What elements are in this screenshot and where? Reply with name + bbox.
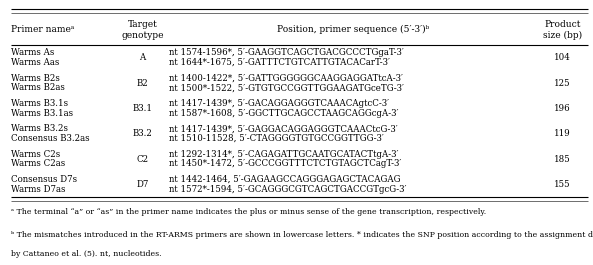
Text: nt 1587*-1608, 5′-GGCTTGCAGCCTAAGCAGGcgA-3′: nt 1587*-1608, 5′-GGCTTGCAGCCTAAGCAGGcgA… bbox=[169, 109, 398, 118]
Text: 119: 119 bbox=[554, 129, 571, 138]
Text: 155: 155 bbox=[554, 180, 571, 189]
Text: A: A bbox=[139, 53, 145, 62]
Text: Position, primer sequence (5′-3′)ᵇ: Position, primer sequence (5′-3′)ᵇ bbox=[277, 25, 429, 34]
Text: nt 1442-1464, 5′-GAGAAGCCAGGGAGAGCTACAGAG: nt 1442-1464, 5′-GAGAAGCCAGGGAGAGCTACAGA… bbox=[169, 175, 400, 184]
Text: Warms C2as: Warms C2as bbox=[11, 160, 65, 168]
Text: Consensus B3.2as: Consensus B3.2as bbox=[11, 134, 90, 143]
Text: B2: B2 bbox=[136, 79, 148, 88]
Text: nt 1292-1314*, 5′-CAGAGATTGCAATGCATACTtgA-3′: nt 1292-1314*, 5′-CAGAGATTGCAATGCATACTtg… bbox=[169, 150, 398, 159]
Text: B3.2: B3.2 bbox=[132, 129, 152, 138]
Text: Warms B2as: Warms B2as bbox=[11, 83, 65, 92]
Text: Primer nameᵃ: Primer nameᵃ bbox=[11, 25, 74, 34]
Text: nt 1572*-1594, 5′-GCAGGGCGTCAGCTGACCGTgcG-3′: nt 1572*-1594, 5′-GCAGGGCGTCAGCTGACCGTgc… bbox=[169, 185, 407, 194]
Text: nt 1417-1439*, 5′-GACAGGAGGGTCAAACAgtcC-3′: nt 1417-1439*, 5′-GACAGGAGGGTCAAACAgtcC-… bbox=[169, 99, 389, 108]
Text: Warms B2s: Warms B2s bbox=[11, 74, 59, 83]
Text: 185: 185 bbox=[554, 155, 571, 164]
Text: Target
genotype: Target genotype bbox=[121, 20, 164, 39]
Text: C2: C2 bbox=[136, 155, 148, 164]
Text: nt 1417-1439*, 5′-GAGGACAGGAGGGTCAAACtcG-3′: nt 1417-1439*, 5′-GAGGACAGGAGGGTCAAACtcG… bbox=[169, 124, 398, 133]
Text: Consensus D7s: Consensus D7s bbox=[11, 175, 77, 184]
Text: 125: 125 bbox=[554, 79, 571, 88]
Text: D7: D7 bbox=[136, 180, 148, 189]
Text: nt 1574-1596*, 5′-GAAGGTCAGCTGACGCCCTGgaT-3′: nt 1574-1596*, 5′-GAAGGTCAGCTGACGCCCTGga… bbox=[169, 48, 404, 57]
Text: nt 1450*-1472, 5′-GCCCGGTTTCTCTGTAGCTCagT-3′: nt 1450*-1472, 5′-GCCCGGTTTCTCTGTAGCTCag… bbox=[169, 160, 401, 168]
Text: Warms B3.1s: Warms B3.1s bbox=[11, 99, 68, 108]
Text: Warms B3.1as: Warms B3.1as bbox=[11, 109, 73, 118]
Text: ᵃ The terminal “a” or “as” in the primer name indicates the plus or minus sense : ᵃ The terminal “a” or “as” in the primer… bbox=[11, 208, 486, 216]
Text: 104: 104 bbox=[554, 53, 571, 62]
Text: Warms B3.2s: Warms B3.2s bbox=[11, 124, 68, 133]
Text: nt 1400-1422*, 5′-GATTGGGGGGCAAGGAGGATtcA-3′: nt 1400-1422*, 5′-GATTGGGGGGCAAGGAGGATtc… bbox=[169, 74, 403, 83]
Text: nt 1500*-1522, 5′-GTGTGCCGGTTGGAAGATGceTG-3′: nt 1500*-1522, 5′-GTGTGCCGGTTGGAAGATGceT… bbox=[169, 83, 404, 92]
Text: by Cattaneo et al. (5). nt, nucleotides.: by Cattaneo et al. (5). nt, nucleotides. bbox=[11, 250, 161, 258]
Text: Warms Aas: Warms Aas bbox=[11, 58, 59, 67]
Text: 196: 196 bbox=[554, 104, 571, 113]
Text: Product
size (bp): Product size (bp) bbox=[543, 20, 582, 39]
Text: ᵇ The mismatches introduced in the RT-ARMS primers are shown in lowercase letter: ᵇ The mismatches introduced in the RT-AR… bbox=[11, 231, 593, 239]
Text: Warms D7as: Warms D7as bbox=[11, 185, 65, 194]
Text: B3.1: B3.1 bbox=[132, 104, 152, 113]
Text: Warms As: Warms As bbox=[11, 48, 54, 57]
Text: Warms C2s: Warms C2s bbox=[11, 150, 60, 159]
Text: nt 1644*-1675, 5′-GATTTCTGTCATTGTACACarT-3′: nt 1644*-1675, 5′-GATTTCTGTCATTGTACACarT… bbox=[169, 58, 390, 67]
Text: nt 1510-11528, 5′-CTAGGGGTGTGCCGGTTGG-3′: nt 1510-11528, 5′-CTAGGGGTGTGCCGGTTGG-3′ bbox=[169, 134, 384, 143]
